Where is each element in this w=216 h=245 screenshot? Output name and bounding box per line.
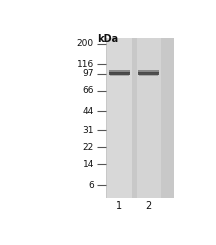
Bar [139, 73, 158, 76]
Bar [106, 38, 174, 198]
Bar [110, 73, 129, 76]
Text: 2: 2 [145, 201, 151, 211]
Bar [138, 70, 159, 73]
Text: 200: 200 [77, 39, 94, 48]
Text: 116: 116 [77, 60, 94, 69]
Bar [107, 38, 132, 198]
Bar [138, 72, 159, 75]
Bar [137, 38, 161, 198]
Text: 44: 44 [83, 107, 94, 116]
Text: 66: 66 [83, 86, 94, 95]
Text: kDa: kDa [97, 34, 118, 44]
Bar [109, 70, 130, 73]
Text: 22: 22 [83, 143, 94, 152]
Text: 1: 1 [116, 201, 122, 211]
Text: 97: 97 [83, 69, 94, 78]
Text: 31: 31 [83, 126, 94, 135]
Text: 6: 6 [88, 181, 94, 190]
Text: 14: 14 [83, 160, 94, 169]
Bar [109, 72, 130, 75]
